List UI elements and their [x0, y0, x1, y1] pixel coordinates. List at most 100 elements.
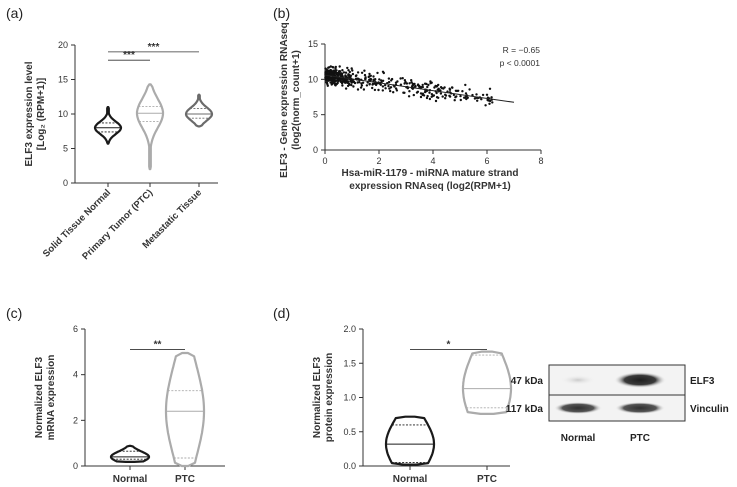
- scatter-point: [326, 71, 329, 74]
- y-tick-label: 2: [73, 415, 78, 425]
- violin-2: [184, 93, 214, 128]
- scatter-point: [359, 86, 363, 89]
- x-category-label: PTC: [477, 474, 497, 485]
- scatter-point: [325, 76, 328, 80]
- significance-label-0: **: [154, 340, 162, 351]
- scatter-point: [378, 78, 381, 81]
- scatter-point: [399, 83, 403, 86]
- scatter-point: [347, 82, 350, 85]
- band-elf3-normal: [560, 375, 596, 385]
- scatter-point: [331, 65, 334, 69]
- scatter-point: [403, 79, 407, 82]
- scatter-point: [336, 81, 339, 85]
- significance-label-1: ***: [123, 50, 135, 61]
- scatter-point: [336, 78, 340, 82]
- scatter-point: [377, 88, 380, 92]
- y-tick-label: 15: [58, 75, 68, 85]
- blot-kda-47: 47 kDa: [511, 376, 544, 387]
- scatter-point: [426, 94, 429, 98]
- y-tick-label: 2.0: [343, 324, 356, 334]
- x-category-label: Normal: [393, 474, 428, 485]
- y-axis-label-line1: Normalized ELF3: [312, 357, 323, 439]
- y-axis-label-line2: [Log₂ (RPM+1)]: [36, 78, 47, 151]
- chart-b-scatter: 0 5 10 15 0 2 4 6 8 Hsa-miR-1179 - miRNA mature s…: [279, 22, 544, 192]
- scatter-point: [353, 81, 357, 85]
- scatter-point: [387, 80, 391, 84]
- y-axis-label-line1: ELF3 - Gene expression RNAseq: [279, 22, 290, 178]
- scatter-point: [402, 91, 405, 94]
- scatter-point: [347, 73, 351, 77]
- scatter-point: [364, 76, 367, 79]
- scatter-point: [389, 89, 392, 93]
- scatter-point: [419, 92, 423, 95]
- scatter-point: [419, 95, 423, 99]
- scatter-point: [488, 87, 492, 91]
- scatter-point: [334, 69, 337, 73]
- scatter-point: [481, 93, 485, 97]
- scatter-point: [368, 83, 371, 86]
- y-tick-label: 0.0: [343, 461, 356, 471]
- scatter-point: [444, 97, 447, 100]
- scatter-point: [421, 83, 424, 87]
- y-axis-label-line1: ELF3 expression level: [24, 61, 35, 166]
- scatter-point: [351, 72, 355, 76]
- scatter-point: [435, 85, 439, 88]
- scatter-point: [428, 91, 431, 94]
- scatter-point: [350, 83, 353, 87]
- scatter-point: [394, 87, 398, 90]
- scatter-point: [450, 86, 454, 89]
- scatter-point: [327, 66, 330, 69]
- scatter-point: [365, 84, 369, 87]
- y-tick-label: 0: [63, 178, 68, 188]
- blot-lane-ptc: PTC: [630, 433, 650, 444]
- scatter-point: [346, 66, 349, 70]
- scatter-point: [457, 89, 460, 93]
- y-axis-label-line1: Normalized ELF3: [34, 357, 45, 439]
- scatter-point: [407, 95, 411, 98]
- panel-letter-d: (d): [273, 305, 290, 321]
- y-tick-label: 1.5: [343, 358, 356, 368]
- scatter-point: [337, 71, 340, 75]
- scatter-point: [351, 80, 354, 83]
- scatter-point: [404, 80, 407, 84]
- scatter-point: [421, 93, 424, 97]
- scatter-point: [453, 99, 456, 102]
- x-tick-label: 6: [484, 156, 489, 166]
- y-axis-label-line2: (log2(norm_count+1): [291, 50, 302, 150]
- y-tick-label: 15: [308, 39, 318, 49]
- y-tick-label: 1.0: [343, 393, 356, 403]
- scatter-point: [334, 67, 337, 70]
- scatter-point: [471, 93, 474, 97]
- y-tick-label: 0: [313, 145, 318, 155]
- scatter-point: [410, 81, 413, 84]
- scatter-point: [431, 94, 434, 98]
- panel-letter-b: (b): [273, 5, 290, 21]
- scatter-point: [476, 99, 479, 102]
- scatter-point: [328, 70, 331, 74]
- scatter-point: [414, 85, 417, 88]
- scatter-point: [416, 90, 420, 94]
- x-category-label: Solid Tissue Normal: [41, 187, 113, 259]
- scatter-point: [389, 86, 393, 89]
- scatter-point: [421, 85, 424, 89]
- scatter-point: [488, 102, 491, 106]
- y-axis-label-line2: mRNA expression: [46, 355, 57, 441]
- scatter-point: [428, 97, 432, 101]
- scatter-point: [363, 73, 367, 77]
- violin-1: [461, 350, 513, 415]
- scatter-point: [405, 82, 409, 85]
- scatter-point: [439, 92, 443, 95]
- scatter-point: [465, 97, 468, 101]
- x-category-label: Primary Tumor (PTC): [80, 187, 155, 262]
- scatter-point: [387, 84, 390, 88]
- chart-c-violin: 0 2 4 6 Normal PTC Normalized ELF3 mRNA express…: [34, 324, 225, 485]
- scatter-point: [429, 82, 432, 85]
- scatter-point: [360, 84, 364, 87]
- blot-protein-vinculin: Vinculin: [690, 404, 729, 415]
- scatter-point: [344, 71, 348, 74]
- scatter-point: [435, 96, 439, 99]
- scatter-point: [355, 74, 358, 77]
- y-tick-label: 0: [73, 461, 78, 471]
- scatter-point: [463, 96, 466, 99]
